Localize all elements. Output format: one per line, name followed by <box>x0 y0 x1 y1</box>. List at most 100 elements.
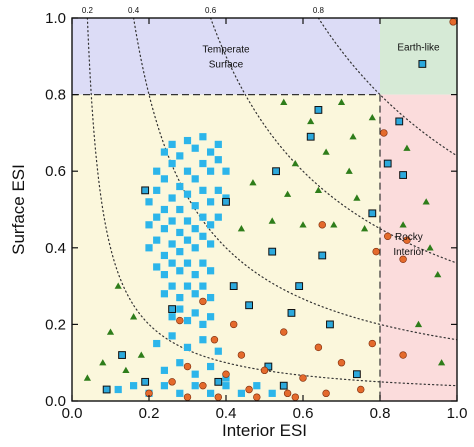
outlined-square-point <box>245 301 253 310</box>
circle-point <box>230 320 238 329</box>
region-label-2-0: Rocky <box>395 232 423 243</box>
circle-point <box>210 336 219 344</box>
square-point <box>130 382 138 390</box>
square-point <box>153 236 161 244</box>
triangle-point <box>322 148 330 155</box>
esi-isolines <box>86 18 457 387</box>
triangle-point <box>280 98 288 105</box>
triangle-point <box>399 221 407 228</box>
square-point <box>183 167 192 175</box>
y-tick-label: 0.2 <box>45 316 66 333</box>
triangle-point <box>114 282 122 289</box>
square-point <box>207 167 215 175</box>
circle-point <box>299 374 307 382</box>
square-point <box>176 205 184 214</box>
circle-point <box>399 351 407 359</box>
square-point <box>191 382 199 390</box>
x-tick-label: 0.2 <box>139 405 160 422</box>
square-point <box>160 290 168 298</box>
square-point <box>199 336 207 344</box>
threshold-lines <box>72 93 381 401</box>
square-point <box>176 359 184 367</box>
square-point <box>207 221 215 229</box>
square-point <box>237 389 245 397</box>
square-point <box>160 271 168 279</box>
region-backgrounds <box>72 18 457 401</box>
square-point <box>145 244 153 252</box>
square-point <box>114 385 122 394</box>
square-point <box>160 175 168 183</box>
square-point <box>191 309 199 317</box>
circle-series <box>145 18 457 401</box>
triangle-point <box>434 271 442 278</box>
square-point <box>214 347 222 355</box>
square-point <box>191 144 199 152</box>
square-point <box>176 228 184 237</box>
triangle-point <box>426 244 434 251</box>
square-point <box>207 389 215 397</box>
region-labels: 0.2 0.4 0.6 0.8 Temperate Surface Earth-like Ro… <box>82 6 440 258</box>
outlined-square-point <box>272 167 280 176</box>
circle-point <box>403 236 411 244</box>
square-point <box>153 263 161 271</box>
outlined-square-point <box>141 377 150 386</box>
square-point <box>176 152 184 160</box>
circle-point <box>372 247 380 256</box>
circle-point <box>318 221 326 229</box>
circle-point <box>176 316 184 325</box>
square-point <box>176 305 184 313</box>
isoline-1 <box>133 18 457 341</box>
outlined-square-point <box>118 351 126 359</box>
square-point <box>207 313 215 321</box>
outlined-square-point <box>141 186 150 195</box>
triangle-point <box>130 313 138 320</box>
triangle-point <box>83 374 91 381</box>
square-point <box>168 259 176 267</box>
square-point <box>199 232 207 240</box>
outlined-square-point <box>353 370 361 379</box>
circle-point <box>399 255 407 263</box>
circle-point <box>291 393 299 401</box>
square-point <box>191 290 199 298</box>
square-point <box>222 374 230 382</box>
y-tick-label: 0.4 <box>45 240 66 257</box>
region-label-1-0: Earth-like <box>397 43 440 54</box>
square-point <box>145 221 153 229</box>
square-point <box>183 136 192 145</box>
square-point <box>153 213 161 221</box>
square-point <box>268 389 276 397</box>
circle-point <box>168 378 176 386</box>
outlined-square-point <box>326 320 334 329</box>
square-point <box>153 339 161 348</box>
triangle-point <box>99 359 107 366</box>
outlined-square-point <box>102 385 111 394</box>
square-point <box>168 282 176 290</box>
triangle-point <box>299 221 307 228</box>
square-point <box>176 293 184 302</box>
triangle-point <box>368 113 376 121</box>
square-point <box>160 205 168 214</box>
triangle-point <box>237 225 245 232</box>
square-point <box>207 293 215 302</box>
outlined-square-point <box>279 381 288 390</box>
triangle-point <box>349 133 357 140</box>
outlined-square-point <box>318 251 327 260</box>
triangle-point <box>345 167 353 174</box>
square-series <box>102 60 427 397</box>
region-label-2-1: Interior <box>393 247 425 258</box>
square-point <box>214 186 222 194</box>
outlined-square-point <box>295 282 304 291</box>
triangle-point <box>414 320 423 328</box>
square-point <box>176 248 184 256</box>
circle-point <box>380 129 388 137</box>
region-1 <box>380 18 457 95</box>
triangle-point <box>361 225 369 232</box>
square-point <box>168 217 176 225</box>
triangle-point <box>137 351 145 358</box>
isoline-label-1: 0.4 <box>128 6 140 15</box>
outlined-square-point <box>368 209 377 218</box>
square-point <box>191 175 199 183</box>
plot-frame <box>71 17 458 402</box>
circle-point <box>337 359 346 367</box>
square-point <box>191 370 199 378</box>
